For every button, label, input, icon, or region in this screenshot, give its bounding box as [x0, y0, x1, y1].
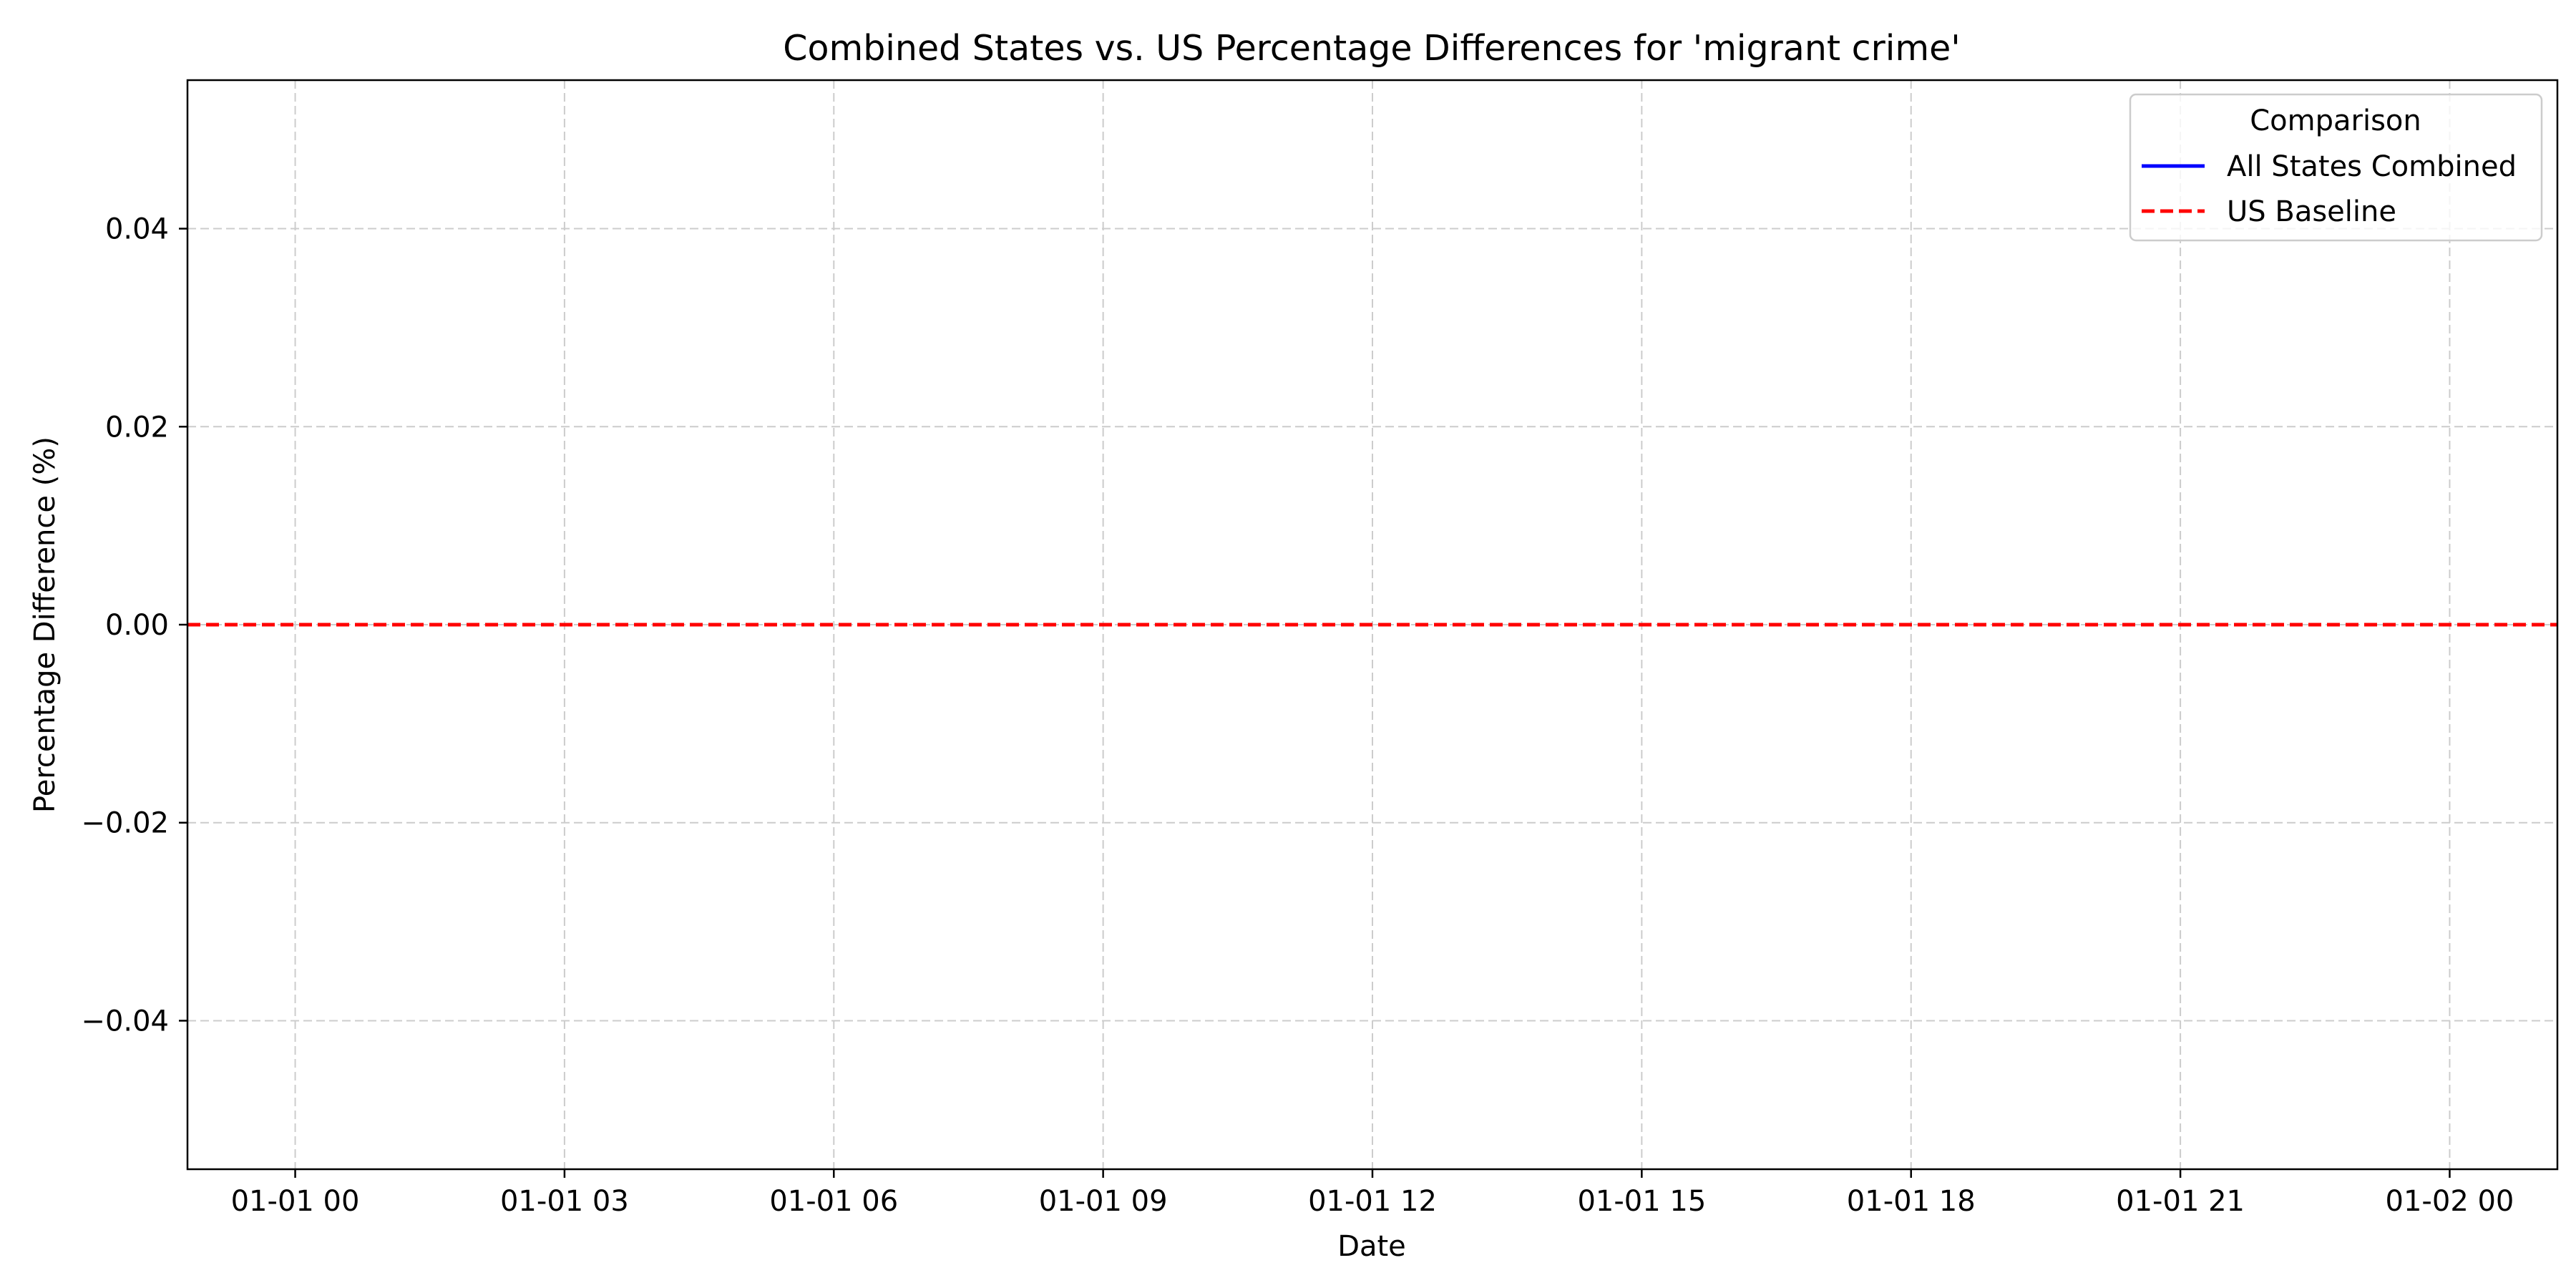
x-ticks: 01-01 00 01-01 03 01-01 06 01-01 09 01-01 12…: [231, 1169, 2514, 1218]
y-tick-label: 0.04: [105, 213, 169, 246]
x-tick-label: 01-01 00: [231, 1185, 360, 1218]
x-tick-label: 01-01 03: [500, 1185, 629, 1218]
legend-label-us-baseline: US Baseline: [2227, 195, 2396, 228]
x-tick-label: 01-01 21: [2116, 1185, 2245, 1218]
legend-title: Comparison: [2250, 104, 2421, 137]
y-ticks: 0.04 0.02 0.00 −0.02 −0.04: [81, 213, 187, 1038]
x-axis-label: Date: [1337, 1230, 1406, 1263]
x-tick-label: 01-01 15: [1577, 1185, 1706, 1218]
y-tick-label: 0.00: [105, 609, 169, 642]
y-tick-label: −0.02: [81, 807, 169, 840]
y-tick-label: −0.04: [81, 1005, 169, 1038]
legend-label-all-states: All States Combined: [2227, 150, 2517, 183]
x-tick-label: 01-01 09: [1039, 1185, 1168, 1218]
x-tick-label: 01-02 00: [2386, 1185, 2514, 1218]
legend: Comparison All States Combined US Baseli…: [2129, 93, 2543, 242]
x-tick-label: 01-01 06: [769, 1185, 898, 1218]
legend-box: [2129, 93, 2543, 242]
x-tick-label: 01-01 12: [1308, 1185, 1437, 1218]
y-axis-label: Percentage Difference (%): [29, 436, 62, 813]
x-tick-label: 01-01 18: [1847, 1185, 1976, 1218]
y-tick-label: 0.02: [105, 411, 169, 444]
chart-title: Combined States vs. US Percentage Differ…: [783, 28, 1960, 69]
